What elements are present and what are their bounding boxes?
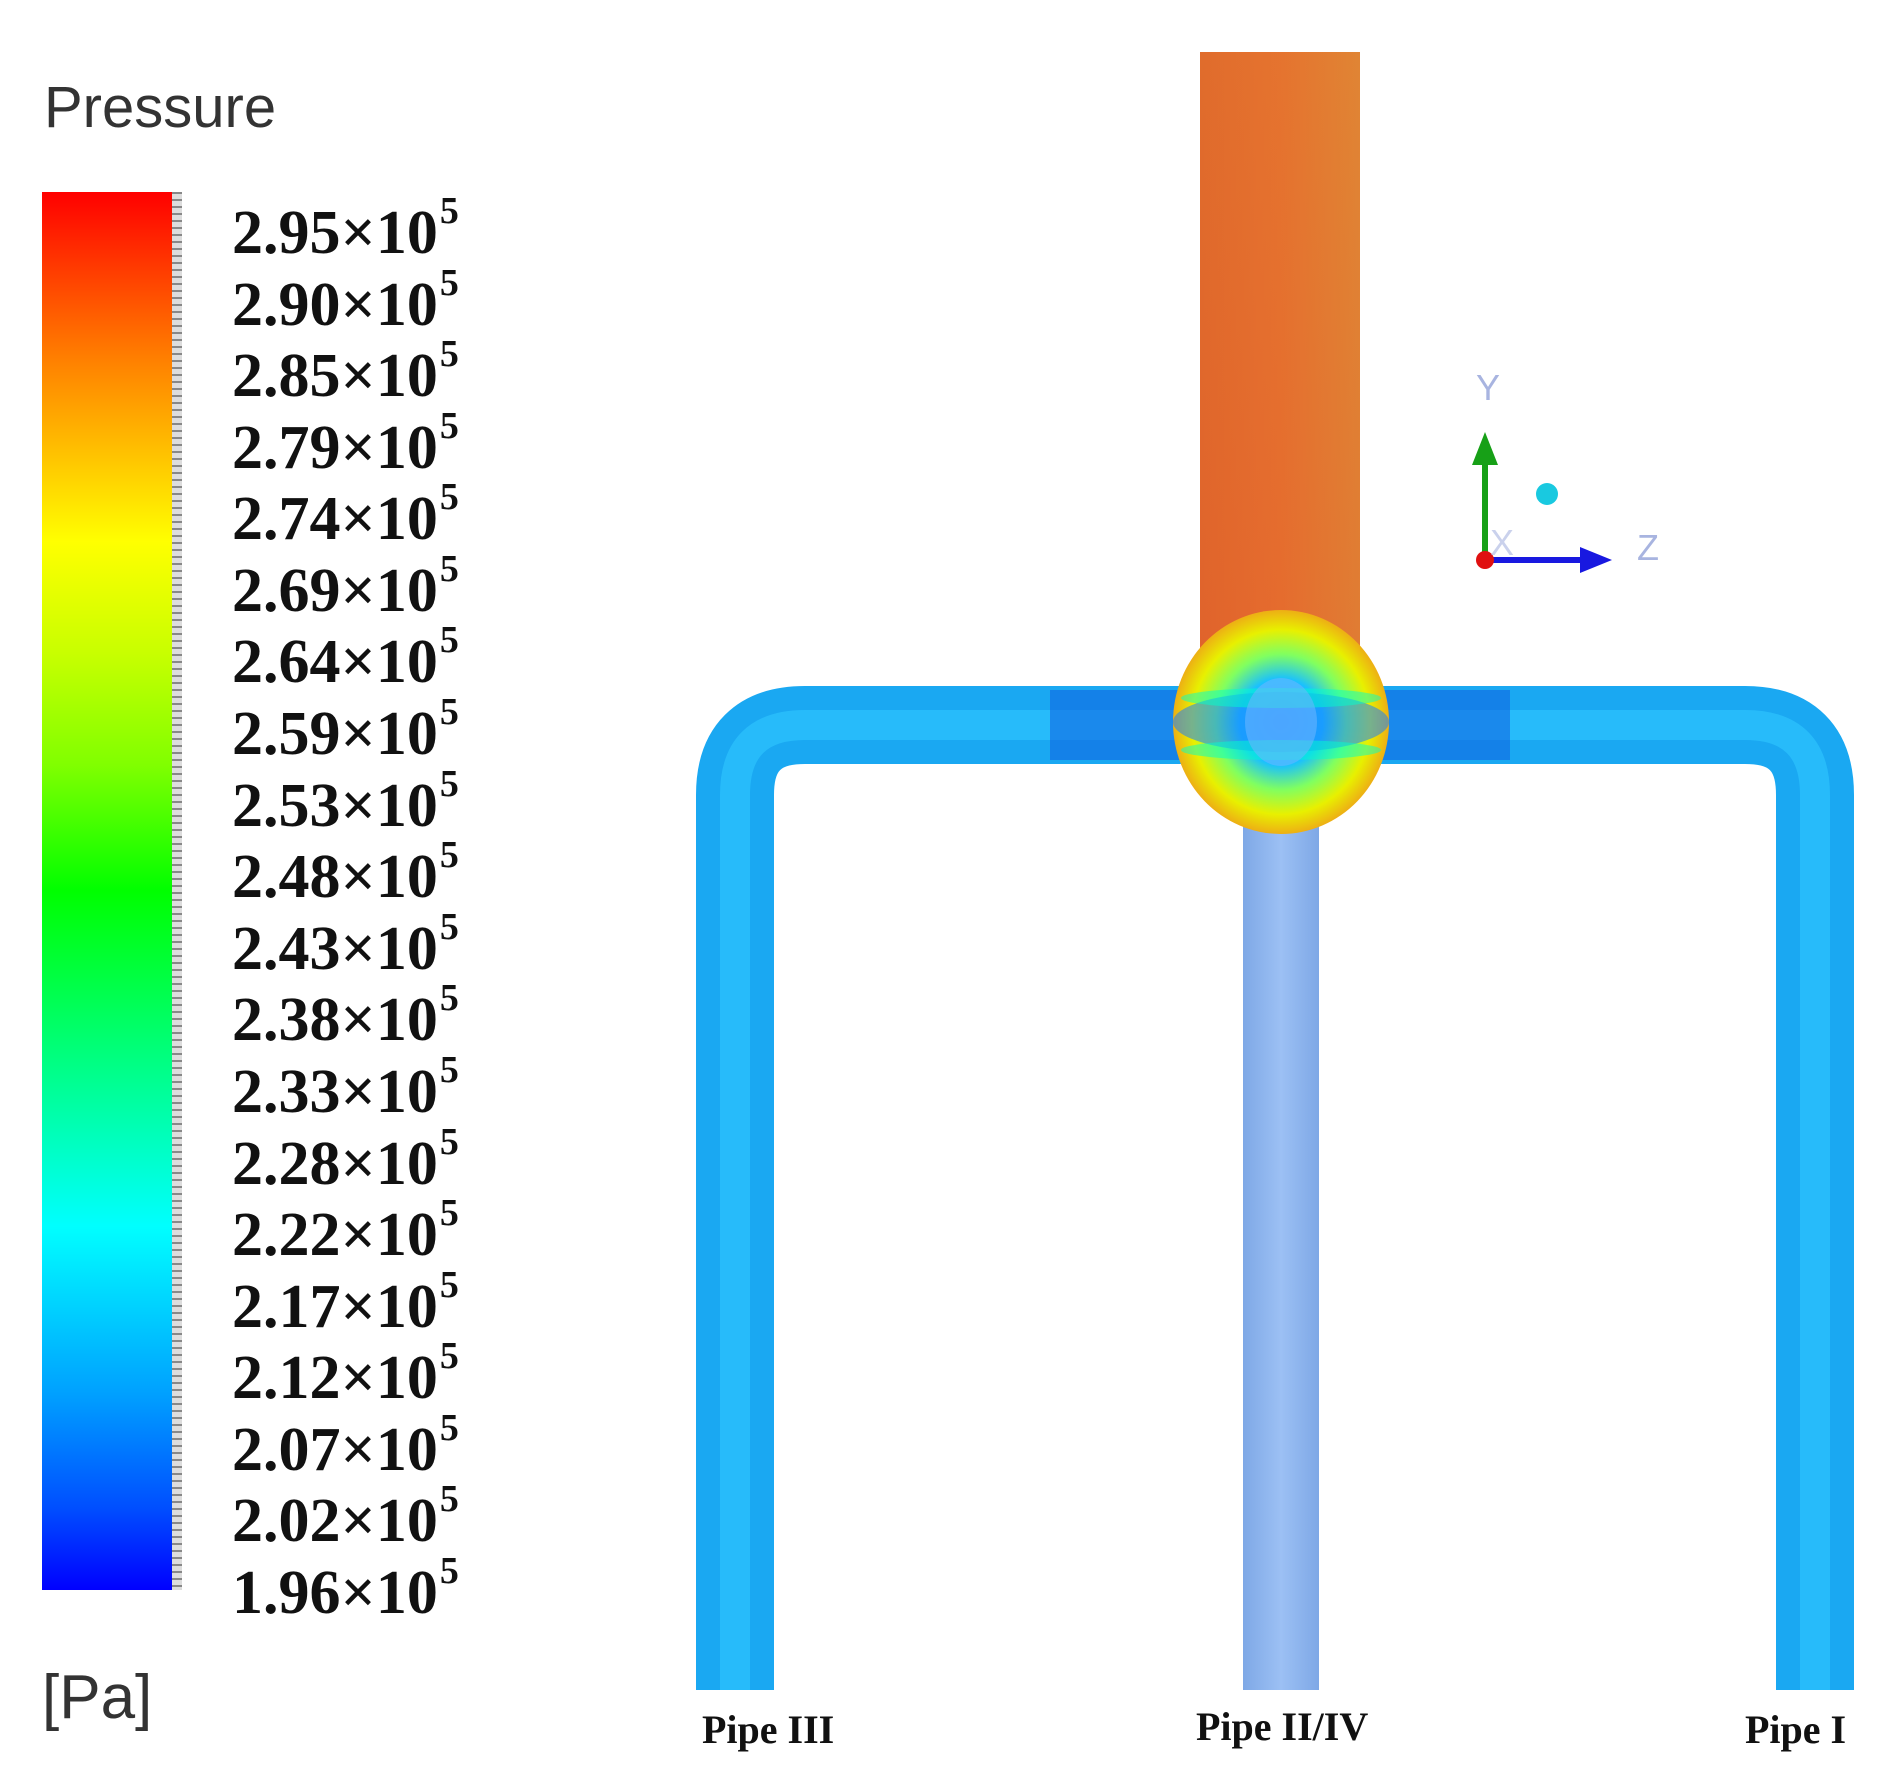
axis-triad: Y Z X bbox=[1472, 367, 1659, 573]
tick-mantissa: 2.64×10 bbox=[232, 628, 438, 697]
tick-mantissa: 2.53×10 bbox=[232, 771, 438, 840]
tick-mantissa: 2.79×10 bbox=[232, 413, 438, 482]
tick-mantissa: 1.96×10 bbox=[232, 1559, 438, 1627]
pipe-label-right: Pipe I bbox=[1745, 1707, 1847, 1752]
tick-exponent: 5 bbox=[439, 1406, 459, 1449]
colorbar-tick-label: 2.07×105 bbox=[232, 1409, 459, 1481]
colorbar-tick-label: 2.74×105 bbox=[232, 478, 459, 550]
tick-exponent: 5 bbox=[439, 905, 459, 948]
colorbar-tick-label: 1.96×105 bbox=[232, 1552, 459, 1624]
pressure-colorbar bbox=[42, 192, 172, 1590]
legend-unit: [Pa] bbox=[42, 1663, 153, 1732]
x-axis-label: X bbox=[1490, 522, 1514, 563]
colorbar-tick-label: 2.79×105 bbox=[232, 407, 459, 479]
tick-exponent: 5 bbox=[439, 547, 459, 590]
vertical-inlet-pipe bbox=[1200, 52, 1360, 692]
colorbar-tick-label: 2.69×105 bbox=[232, 550, 459, 622]
tick-mantissa: 2.07×10 bbox=[232, 1415, 438, 1484]
colorbar-tick-label: 2.95×105 bbox=[232, 192, 459, 264]
colorbar-tick-label: 2.33×105 bbox=[232, 1051, 459, 1123]
tick-exponent: 5 bbox=[439, 333, 459, 376]
colorbar-tick-label: 2.53×105 bbox=[232, 765, 459, 837]
tick-mantissa: 2.90×10 bbox=[232, 270, 438, 339]
colorbar-tick-label: 2.90×105 bbox=[232, 264, 459, 336]
colorbar-tick-label: 2.59×105 bbox=[232, 693, 459, 765]
tick-mantissa: 2.74×10 bbox=[232, 485, 438, 554]
tick-mantissa: 2.33×10 bbox=[232, 1057, 438, 1126]
legend-title: Pressure bbox=[44, 75, 277, 140]
colorbar-tick-label: 2.12×105 bbox=[232, 1337, 459, 1409]
tick-mantissa: 2.12×10 bbox=[232, 1344, 438, 1413]
ghost-down-pipe bbox=[1243, 700, 1319, 1690]
tick-exponent: 5 bbox=[439, 1048, 459, 1091]
colorbar-tick-label: 2.64×105 bbox=[232, 621, 459, 693]
tick-exponent: 5 bbox=[439, 476, 459, 519]
colorbar-tick-labels: 2.95×105 2.90×105 2.85×105 2.79×105 2.74×105… bbox=[232, 192, 532, 1624]
colorbar-tick-label: 2.02×105 bbox=[232, 1480, 459, 1552]
tick-mantissa: 2.59×10 bbox=[232, 700, 438, 769]
tick-exponent: 5 bbox=[439, 691, 459, 734]
tick-exponent: 5 bbox=[439, 1120, 459, 1163]
colorbar-tick-label: 2.17×105 bbox=[232, 1266, 459, 1338]
tick-exponent: 5 bbox=[439, 619, 459, 662]
colorbar-tick-label: 2.28×105 bbox=[232, 1123, 459, 1195]
tick-exponent: 5 bbox=[439, 261, 459, 304]
tick-mantissa: 2.38×10 bbox=[232, 986, 438, 1055]
colorbar-tick-label: 2.48×105 bbox=[232, 836, 459, 908]
tick-mantissa: 2.22×10 bbox=[232, 1201, 438, 1270]
tick-exponent: 5 bbox=[439, 404, 459, 447]
tick-exponent: 5 bbox=[439, 1192, 459, 1235]
tick-mantissa: 2.85×10 bbox=[232, 342, 438, 411]
tick-exponent: 5 bbox=[439, 834, 459, 877]
colorbar-tick-label: 2.43×105 bbox=[232, 908, 459, 980]
colorbar-tick-strip bbox=[172, 192, 182, 1590]
tick-mantissa: 2.95×10 bbox=[232, 199, 438, 267]
z-axis-label: Z bbox=[1637, 527, 1659, 568]
colorbar-tick-label: 2.85×105 bbox=[232, 335, 459, 407]
tick-exponent: 5 bbox=[439, 1550, 459, 1592]
tick-exponent: 5 bbox=[439, 762, 459, 805]
tick-mantissa: 2.69×10 bbox=[232, 556, 438, 625]
tick-mantissa: 2.02×10 bbox=[232, 1487, 438, 1556]
colorbar-tick-label: 2.22×105 bbox=[232, 1194, 459, 1266]
tick-mantissa: 2.43×10 bbox=[232, 914, 438, 983]
tick-exponent: 5 bbox=[439, 977, 459, 1020]
tick-exponent: 5 bbox=[439, 1478, 459, 1521]
tick-mantissa: 2.48×10 bbox=[232, 843, 438, 912]
pipe-label-middle: Pipe II/IV bbox=[1196, 1704, 1369, 1749]
tick-exponent: 5 bbox=[439, 1335, 459, 1378]
tick-exponent: 5 bbox=[439, 190, 459, 232]
tick-mantissa: 2.17×10 bbox=[232, 1272, 438, 1341]
colorbar-tick-label: 2.38×105 bbox=[232, 979, 459, 1051]
junction-sphere bbox=[1173, 610, 1389, 834]
pipe-label-left: Pipe III bbox=[702, 1707, 835, 1752]
tick-mantissa: 2.28×10 bbox=[232, 1129, 438, 1198]
tick-exponent: 5 bbox=[439, 1263, 459, 1306]
y-axis-label: Y bbox=[1476, 367, 1500, 408]
